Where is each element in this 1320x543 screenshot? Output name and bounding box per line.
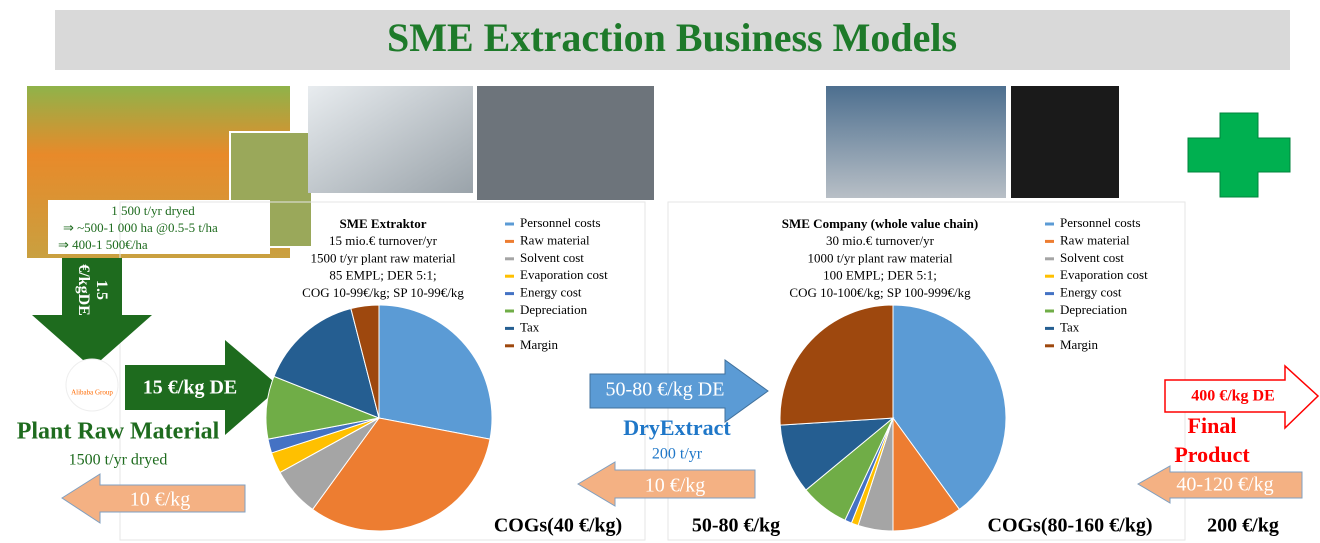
pie-slice	[311, 417, 491, 532]
legend-label: Personnel costs	[520, 215, 601, 230]
legend-swatch	[1045, 239, 1054, 243]
legend-swatch	[505, 344, 514, 348]
legend-swatch	[1045, 344, 1054, 348]
chart-note: 1500 t/yr plant raw material	[310, 250, 456, 265]
green-cross	[1187, 112, 1291, 198]
logo-text: Alibaba Group	[71, 389, 113, 397]
arrow-left	[577, 461, 756, 507]
pie-slice	[892, 304, 1007, 511]
legend-label: Depreciation	[520, 302, 588, 317]
price-label: 50-80 €/kg	[692, 515, 780, 537]
dry-extract-amount: 200 t/yr	[652, 446, 703, 463]
legend-swatch	[1045, 222, 1054, 226]
arrow-down	[32, 258, 152, 368]
legend-swatch	[1045, 274, 1054, 278]
photo-machine	[1011, 86, 1119, 198]
final-product: Product	[1174, 442, 1250, 467]
cogs-label: COGs(80-160 €/kg)	[988, 515, 1153, 537]
dry-extract-name: DryExtract	[623, 415, 731, 440]
arrow-label: 1.5€/kgDE	[75, 264, 110, 316]
legend-swatch	[505, 222, 514, 226]
pie-slice	[273, 307, 380, 419]
chart-note: 30 mio.€ turnover/yr	[826, 233, 935, 248]
legend-label: Tax	[520, 319, 540, 334]
legend-label: Energy cost	[520, 285, 582, 300]
price-label: 200 €/kg	[1207, 515, 1279, 537]
arrow-label: 50-80 €/kg DE	[606, 379, 725, 401]
chart-note: 1000 t/yr plant raw material	[807, 250, 953, 265]
legend-swatch	[505, 292, 514, 296]
chart-title: SME Company (whole value chain)	[782, 216, 978, 231]
legend-swatch	[505, 309, 514, 313]
legend-swatch	[505, 326, 514, 330]
arrow-right	[589, 359, 769, 423]
pie-slice	[779, 304, 894, 426]
logo	[65, 358, 119, 412]
pie-slice	[892, 416, 961, 532]
legend-swatch	[505, 257, 514, 261]
legend-swatch	[1045, 257, 1054, 261]
chart-note: 15 mio.€ turnover/yr	[329, 233, 438, 248]
legend-swatch	[1045, 309, 1054, 313]
raw-material-name: Plant Raw Material	[17, 419, 220, 445]
legend-label: Raw material	[520, 232, 590, 247]
legend-label: Margin	[1060, 337, 1099, 352]
legend-swatch	[1045, 292, 1054, 296]
raw-info: ⇒ 400-1 500€/ha	[58, 237, 148, 252]
pie-slice	[779, 417, 895, 491]
photo-extractor	[308, 86, 473, 193]
legend-label: Solvent cost	[1060, 250, 1124, 265]
raw-info: ⇒ ~500-1 000 ha @0.5-5 t/ha	[63, 220, 218, 235]
arrow-label: 400 €/kg DE	[1191, 388, 1275, 405]
legend-swatch	[505, 239, 514, 243]
legend-label: Depreciation	[1060, 302, 1128, 317]
legend-label: Evaporation cost	[1060, 267, 1148, 282]
legend-label: Energy cost	[1060, 285, 1122, 300]
chart-title: SME Extraktor	[339, 216, 426, 231]
pie-slice	[350, 304, 380, 419]
arrow-right	[125, 340, 280, 435]
legend-label: Personnel costs	[1060, 215, 1141, 230]
cogs-label: COGs(40 €/kg)	[494, 515, 622, 537]
title-bar	[55, 10, 1290, 70]
arrow-label-line: €/kgDE	[75, 264, 92, 316]
chart-note: 100 EMPL; DER 5:1;	[823, 268, 937, 283]
legend-swatch	[505, 274, 514, 278]
legend-label: Raw material	[1060, 232, 1130, 247]
legend-label: Solvent cost	[520, 250, 584, 265]
arrow-label: 15 €/kg DE	[143, 377, 237, 399]
arrow-label: 10 €/kg	[645, 475, 706, 497]
raw-info-box	[48, 200, 270, 254]
panel-1	[119, 201, 646, 541]
panel-2	[667, 201, 1186, 541]
chart-note: COG 10-99€/kg; SP 10-99€/kg	[302, 285, 464, 300]
arrow-left	[1137, 465, 1303, 504]
legend-label: Margin	[520, 337, 559, 352]
arrow-right-outline	[1164, 364, 1320, 430]
raw-info: 1 500 t/yr dryed	[111, 203, 195, 218]
legend-label: Evaporation cost	[520, 267, 608, 282]
slide-title: SME Extraction Business Models	[387, 15, 957, 60]
arrow-label-line: 1.5	[93, 280, 110, 300]
arrow-label: 40-120 €/kg	[1176, 474, 1273, 496]
chart-note: 85 EMPL; DER 5:1;	[329, 268, 436, 283]
legend-swatch	[1045, 326, 1054, 330]
raw-material-amount: 1500 t/yr dryed	[69, 452, 168, 469]
photo-evaporator	[477, 86, 654, 200]
photo-plant	[826, 86, 1006, 198]
legend-label: Tax	[1060, 319, 1080, 334]
arrow-label: 10 €/kg	[130, 489, 191, 511]
chart-note: COG 10-100€/kg; SP 100-999€/kg	[789, 285, 971, 300]
pie-slice	[378, 304, 493, 440]
final-product: Final	[1188, 413, 1237, 438]
arrow-left	[61, 473, 246, 524]
